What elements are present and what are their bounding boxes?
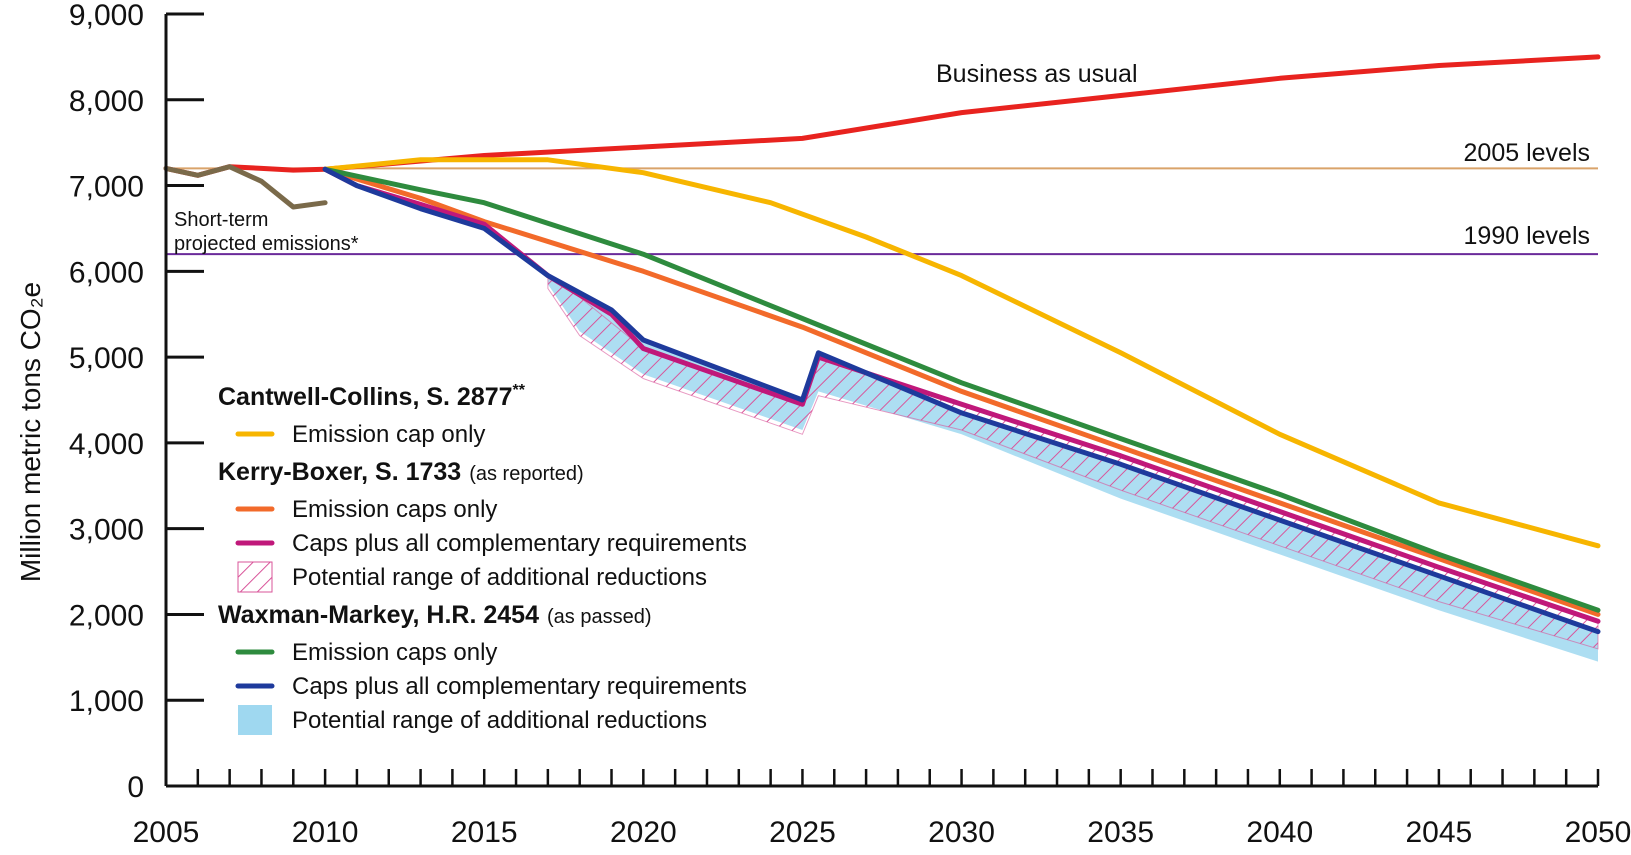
y-axis-label: Million metric tons CO₂e bbox=[15, 282, 46, 582]
x-tick-label: 2035 bbox=[1087, 816, 1154, 849]
annotations: Business as usual 2005 levels 1990 level… bbox=[15, 60, 1590, 582]
y-tick-label: 7,000 bbox=[69, 171, 144, 204]
x-tick-label: 2045 bbox=[1406, 816, 1473, 849]
ranges-layer bbox=[547, 274, 1599, 662]
legend-item-label: Emission caps only bbox=[292, 639, 497, 666]
x-tick-label: 2015 bbox=[451, 816, 518, 849]
short-term-annotation-line2: projected emissions* bbox=[174, 233, 359, 255]
legend-item-label: Caps plus all complementary requirements bbox=[292, 673, 747, 700]
y-tick-label: 2,000 bbox=[69, 599, 144, 632]
reference-lines bbox=[166, 167, 1598, 256]
x-tick-label: 2020 bbox=[610, 816, 677, 849]
x-tick-label: 2025 bbox=[769, 816, 836, 849]
y-tick-label: 9,000 bbox=[69, 0, 144, 32]
legend-heading-cantwell-collins-s-2877: Cantwell-Collins, S. 2877** bbox=[218, 382, 526, 411]
y-tick-label: 5,000 bbox=[69, 342, 144, 375]
legend-item-label: Potential range of additional reductions bbox=[292, 564, 707, 591]
legend: Cantwell-Collins, S. 2877** Emission cap … bbox=[218, 382, 747, 735]
x-tick-label: 2040 bbox=[1246, 816, 1313, 849]
axes: 0 1,000 2,000 3,000 4,000 5,000 6,000 7,000 8,00… bbox=[69, 0, 1631, 849]
y-tick-label: 0 bbox=[127, 771, 144, 804]
series-caps-plus-all-complementary-requirements-kerry-boxer bbox=[322, 166, 1601, 624]
x-tick-label: 2005 bbox=[133, 816, 200, 849]
legend-swatch-fill bbox=[238, 705, 272, 735]
levels-2005-label: 2005 levels bbox=[1464, 139, 1590, 167]
series-emission-caps-only-waxman-markey bbox=[322, 166, 1601, 613]
legend-heading-note: (as passed) bbox=[547, 606, 652, 628]
legend-item-label: Emission cap only bbox=[292, 421, 485, 448]
short-term-annotation-line1: Short-term bbox=[174, 209, 268, 231]
y-tick-label: 4,000 bbox=[69, 428, 144, 461]
legend-heading-superscript: ** bbox=[513, 382, 526, 399]
series-emission-cap-only bbox=[322, 157, 1601, 549]
y-tick-label: 3,000 bbox=[69, 514, 144, 547]
x-tick-label: 2050 bbox=[1565, 816, 1631, 849]
y-tick-label: 6,000 bbox=[69, 256, 144, 289]
series-business-as-usual bbox=[163, 54, 1601, 178]
legend-item-label: Emission caps only bbox=[292, 496, 497, 523]
legend-item-label: Potential range of additional reductions bbox=[292, 707, 707, 734]
legend-heading-kerry-boxer-s-1733: Kerry-Boxer, S. 1733 (as reported) bbox=[218, 458, 584, 486]
series-emission-caps-only-kerry-boxer bbox=[322, 166, 1601, 617]
x-tick-label: 2030 bbox=[928, 816, 995, 849]
legend-item-label: Caps plus all complementary requirements bbox=[292, 530, 747, 557]
legend-swatch-hatch bbox=[237, 561, 273, 593]
legend-heading-waxman-markey-h-r-2454: Waxman-Markey, H.R. 2454 (as passed) bbox=[218, 601, 651, 629]
legend-heading-note: (as reported) bbox=[469, 463, 584, 485]
y-tick-label: 1,000 bbox=[69, 685, 144, 718]
x-tick-label: 2010 bbox=[292, 816, 359, 849]
levels-1990-label: 1990 levels bbox=[1464, 222, 1590, 250]
y-tick-label: 8,000 bbox=[69, 85, 144, 118]
series-caps-plus-all-complementary-requirements-waxman-markey bbox=[322, 166, 1601, 635]
series-short-term-projected-emissions bbox=[163, 164, 328, 210]
bau-annotation: Business as usual bbox=[936, 60, 1138, 88]
series-layer bbox=[163, 54, 1601, 635]
